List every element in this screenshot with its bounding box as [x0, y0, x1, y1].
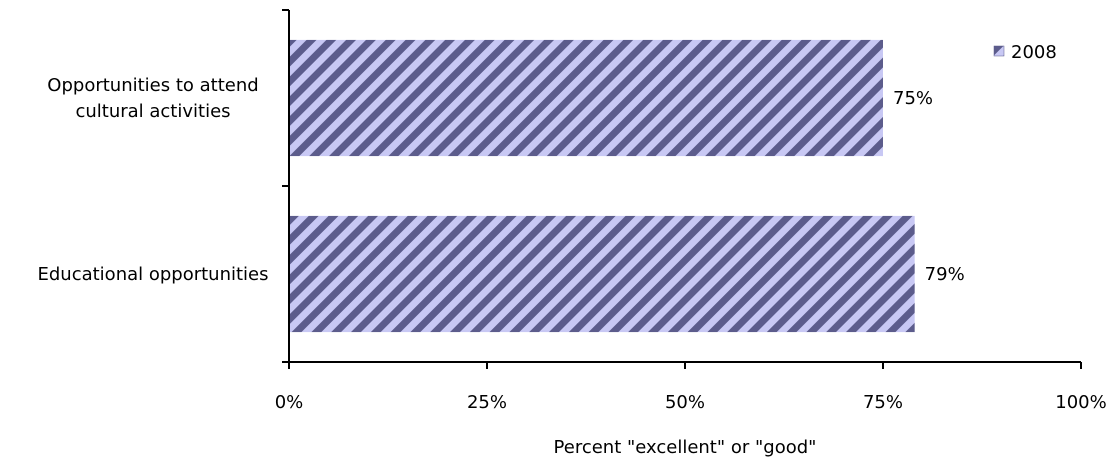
x-tick-label: 75% — [863, 392, 903, 413]
axes: 0% 25% 50% 75% 100% Percent "excellent" or "g… — [275, 9, 1107, 458]
legend-label: 2008 — [1011, 42, 1057, 63]
x-tick-label: 50% — [665, 392, 705, 413]
x-tick-label: 100% — [1055, 392, 1106, 413]
legend: 2008 — [993, 42, 1057, 63]
bar — [290, 215, 915, 333]
data-label: 75% — [893, 88, 933, 109]
legend-swatch — [993, 45, 1005, 57]
bars — [290, 39, 915, 333]
labels: 75% Opportunities to attend cultural activ… — [37, 75, 964, 285]
bar — [290, 39, 883, 157]
x-axis-label: Percent "excellent" or "good" — [554, 437, 817, 458]
category-label: cultural activities — [75, 101, 230, 122]
x-tick-label: 0% — [275, 392, 304, 413]
category-label: Opportunities to attend — [47, 75, 258, 96]
category-label: Educational opportunities — [37, 264, 268, 285]
x-tick-label: 25% — [467, 392, 507, 413]
data-label: 79% — [925, 264, 965, 285]
